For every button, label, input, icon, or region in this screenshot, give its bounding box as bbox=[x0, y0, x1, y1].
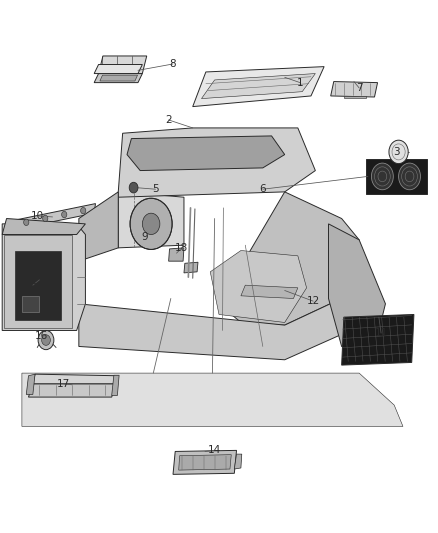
Polygon shape bbox=[22, 296, 39, 312]
Text: 17: 17 bbox=[57, 379, 70, 389]
Circle shape bbox=[130, 198, 172, 249]
Polygon shape bbox=[22, 373, 403, 426]
Polygon shape bbox=[26, 374, 35, 394]
Polygon shape bbox=[2, 219, 85, 235]
Polygon shape bbox=[169, 248, 184, 261]
Text: 5: 5 bbox=[152, 184, 159, 194]
Polygon shape bbox=[184, 262, 198, 273]
Circle shape bbox=[24, 219, 29, 225]
Polygon shape bbox=[100, 75, 138, 81]
Polygon shape bbox=[79, 192, 118, 261]
Polygon shape bbox=[94, 74, 142, 83]
Polygon shape bbox=[28, 384, 116, 397]
Text: 16: 16 bbox=[35, 331, 48, 341]
Polygon shape bbox=[33, 374, 118, 384]
Circle shape bbox=[371, 163, 393, 190]
Polygon shape bbox=[366, 159, 427, 194]
Circle shape bbox=[81, 207, 86, 214]
Polygon shape bbox=[94, 64, 142, 74]
Polygon shape bbox=[127, 136, 285, 171]
Circle shape bbox=[38, 330, 54, 350]
Polygon shape bbox=[79, 298, 350, 360]
Polygon shape bbox=[2, 224, 85, 330]
Polygon shape bbox=[201, 74, 315, 99]
Text: 6: 6 bbox=[259, 184, 266, 194]
Polygon shape bbox=[99, 56, 147, 74]
Polygon shape bbox=[4, 235, 72, 328]
Circle shape bbox=[42, 215, 48, 222]
Text: 15: 15 bbox=[26, 280, 39, 290]
Text: 14: 14 bbox=[208, 446, 221, 455]
Polygon shape bbox=[11, 204, 95, 230]
Circle shape bbox=[129, 182, 138, 193]
Polygon shape bbox=[193, 67, 324, 107]
Polygon shape bbox=[15, 251, 61, 320]
Circle shape bbox=[62, 212, 67, 218]
Polygon shape bbox=[112, 375, 119, 395]
Text: 3: 3 bbox=[393, 147, 400, 157]
Circle shape bbox=[42, 335, 50, 345]
Polygon shape bbox=[118, 192, 184, 248]
Polygon shape bbox=[179, 455, 231, 470]
Text: 2: 2 bbox=[165, 115, 172, 125]
Text: 18: 18 bbox=[175, 243, 188, 253]
Circle shape bbox=[389, 140, 408, 164]
Circle shape bbox=[399, 163, 420, 190]
Text: 12: 12 bbox=[307, 296, 320, 306]
Polygon shape bbox=[234, 454, 242, 469]
Polygon shape bbox=[342, 314, 414, 365]
Text: 9: 9 bbox=[141, 232, 148, 242]
Circle shape bbox=[142, 213, 160, 235]
Text: 8: 8 bbox=[170, 59, 177, 69]
Polygon shape bbox=[344, 96, 366, 98]
Text: 1: 1 bbox=[297, 78, 304, 87]
Polygon shape bbox=[331, 82, 378, 97]
Text: 10: 10 bbox=[31, 211, 44, 221]
Polygon shape bbox=[241, 285, 298, 298]
Polygon shape bbox=[328, 224, 385, 357]
Text: 7: 7 bbox=[356, 83, 363, 93]
Polygon shape bbox=[210, 251, 307, 322]
Polygon shape bbox=[219, 192, 359, 325]
Polygon shape bbox=[118, 128, 315, 197]
Text: 11: 11 bbox=[374, 328, 388, 338]
Polygon shape bbox=[173, 450, 237, 474]
